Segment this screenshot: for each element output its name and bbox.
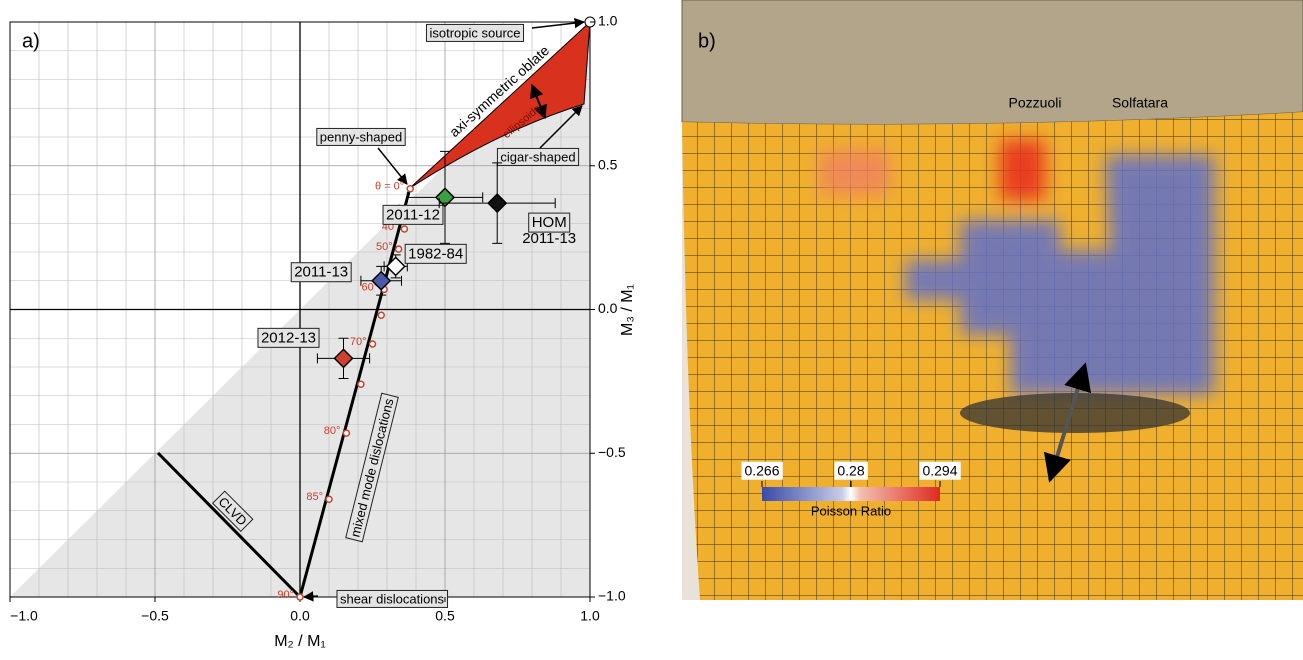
theta-marker <box>343 430 349 436</box>
theta-marker <box>378 312 384 318</box>
colorbar-tick-label: 0.28 <box>837 463 864 479</box>
point-label: 2011-12 <box>386 206 440 223</box>
point-label: 2011-13 <box>522 230 576 247</box>
y-tick-label: 1.0 <box>598 13 618 29</box>
figure: a) isotropic source penny-shaped cigar-s… <box>0 0 1303 655</box>
colorbar-tick-label: 0.294 <box>922 463 957 479</box>
colorbar-label: Poisson Ratio <box>811 503 891 518</box>
y-tick-label: 0.5 <box>598 156 618 172</box>
annotation: isotropic source <box>429 25 520 40</box>
place-label: Pozzuoli <box>1009 95 1062 111</box>
theta-marker <box>401 226 407 232</box>
theta-label: 90° <box>277 589 294 601</box>
theta-marker <box>297 594 303 600</box>
theta-label: 85° <box>306 491 323 503</box>
theta-marker <box>358 381 364 387</box>
panel-label: a) <box>22 30 40 52</box>
theta-marker <box>407 186 413 192</box>
point-label: 2012-13 <box>261 329 316 346</box>
colorbar <box>762 487 940 501</box>
y-axis-label: M₃ / M₁ <box>619 284 636 336</box>
point-label: 2011-13 <box>294 264 348 281</box>
x-tick-label: −0.5 <box>141 608 169 624</box>
y-tick-label: −1.0 <box>598 588 626 604</box>
point-label: HOM <box>532 214 567 231</box>
arrow <box>304 596 318 597</box>
panel-b: b) Pozzuoli Solfatara Poisson Ratio 0.26… <box>682 0 1303 600</box>
annotation: shear dislocations <box>340 591 445 606</box>
place-label: Solfatara <box>1112 95 1168 111</box>
colorbar-tick-label: 0.266 <box>744 463 779 479</box>
theta-label: θ = 0° <box>375 181 404 193</box>
theta-label: 70° <box>350 336 367 348</box>
annotation: cigar-shaped <box>500 149 575 164</box>
theta-marker <box>326 496 332 502</box>
y-tick-label: −0.5 <box>598 444 626 460</box>
y-tick-label: 0.0 <box>598 300 618 316</box>
x-tick-label: 1.0 <box>580 608 600 624</box>
theta-marker <box>370 341 376 347</box>
x-tick-label: 0.0 <box>290 608 310 624</box>
theta-marker <box>396 246 402 252</box>
terrain <box>682 0 1303 124</box>
panel-label: b) <box>698 30 716 52</box>
x-tick-label: 0.5 <box>435 608 455 624</box>
annotation: penny-shaped <box>320 129 402 144</box>
panel-a: a) isotropic source penny-shaped cigar-s… <box>10 13 636 651</box>
point-label: 1982-84 <box>408 245 463 262</box>
x-tick-label: −1.0 <box>10 608 38 624</box>
theta-label: 50° <box>376 241 393 253</box>
x-axis-label: M₂ / M₁ <box>274 633 326 650</box>
theta-label: 80° <box>324 425 341 437</box>
